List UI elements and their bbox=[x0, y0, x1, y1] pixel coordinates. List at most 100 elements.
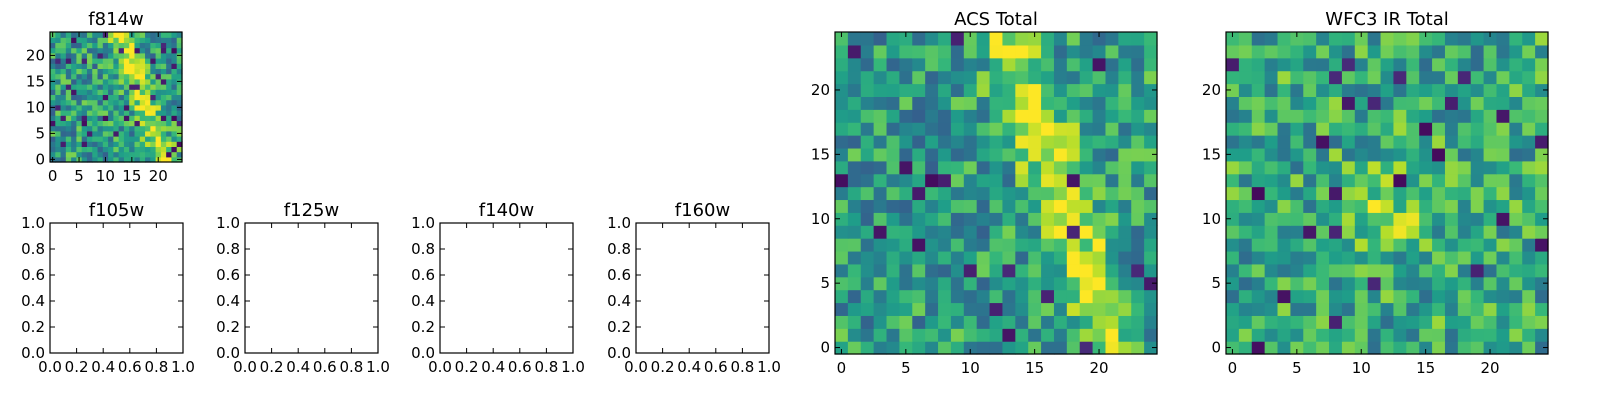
heatmap-cell bbox=[1483, 109, 1498, 123]
heatmap-cell bbox=[925, 122, 939, 136]
heatmap-cell bbox=[963, 109, 978, 123]
heatmap-cell bbox=[102, 73, 109, 80]
heatmap-cell bbox=[145, 89, 151, 95]
y-tick-label: 5 bbox=[35, 124, 45, 142]
heatmap-cell bbox=[1432, 70, 1446, 85]
heatmap-cell bbox=[134, 120, 141, 127]
heatmap-cell bbox=[1380, 341, 1395, 355]
heatmap-cell bbox=[76, 42, 83, 49]
heatmap-cell bbox=[1457, 173, 1472, 188]
heatmap-cell bbox=[1092, 225, 1107, 239]
heatmap-cell bbox=[1367, 109, 1382, 123]
heatmap-cell bbox=[1303, 70, 1317, 85]
heatmap-cell bbox=[899, 57, 913, 72]
heatmap-cell bbox=[171, 104, 178, 111]
heatmap-cell bbox=[899, 96, 913, 110]
heatmap-cell bbox=[1419, 135, 1433, 149]
heatmap-cell bbox=[97, 52, 104, 59]
x-tick-label: 0.0 bbox=[428, 358, 452, 376]
heatmap-cell bbox=[1316, 225, 1330, 239]
heatmap-cell bbox=[171, 151, 178, 158]
heatmap-cell bbox=[1105, 302, 1119, 316]
heatmap-cell bbox=[1028, 44, 1042, 59]
heatmap-cell bbox=[886, 302, 900, 316]
heatmap-cell bbox=[176, 141, 183, 147]
heatmap-cell bbox=[847, 173, 862, 188]
heatmap-cell bbox=[860, 122, 875, 136]
heatmap-cell bbox=[71, 120, 77, 127]
heatmap-cell bbox=[1341, 147, 1356, 162]
heatmap-cell bbox=[989, 289, 1004, 304]
heatmap-cell bbox=[1483, 147, 1498, 162]
heatmap-cell bbox=[950, 225, 965, 239]
heatmap-cell bbox=[1496, 289, 1510, 304]
heatmap-cell bbox=[1341, 302, 1356, 316]
heatmap-cell bbox=[1432, 32, 1446, 46]
heatmap-cell bbox=[166, 136, 173, 142]
heatmap-cell bbox=[989, 225, 1004, 239]
heatmap-cell bbox=[899, 341, 913, 355]
heatmap-cell bbox=[55, 58, 62, 64]
heatmap-cell bbox=[1393, 315, 1407, 329]
heatmap-cell bbox=[1226, 160, 1240, 175]
heatmap-cell bbox=[1341, 199, 1356, 213]
heatmap-cell bbox=[50, 37, 56, 43]
heatmap-cell bbox=[963, 32, 978, 46]
heatmap-cell bbox=[1354, 238, 1369, 252]
heatmap-cell bbox=[97, 130, 104, 137]
heatmap-cell bbox=[150, 42, 157, 49]
heatmap-cell bbox=[873, 32, 888, 46]
heatmap-cell bbox=[1277, 238, 1291, 252]
heatmap-cell bbox=[1509, 135, 1523, 149]
heatmap-cell bbox=[155, 120, 162, 127]
heatmap-cell bbox=[1015, 276, 1029, 291]
heatmap-cell bbox=[1496, 173, 1510, 188]
heatmap-cell bbox=[1444, 32, 1459, 46]
heatmap-cell bbox=[1419, 160, 1433, 175]
heatmap-cell bbox=[1303, 186, 1317, 201]
heatmap-cell bbox=[860, 186, 875, 201]
heatmap-cell bbox=[1457, 83, 1472, 97]
heatmap-cell bbox=[134, 89, 141, 95]
heatmap-cell bbox=[1066, 212, 1081, 226]
heatmap-cell bbox=[1041, 57, 1055, 72]
heatmap-cell bbox=[1509, 263, 1523, 278]
heatmap-cell bbox=[81, 42, 88, 49]
heatmap-cell bbox=[71, 32, 77, 38]
heatmap-cell bbox=[97, 68, 104, 75]
heatmap-cell bbox=[1509, 109, 1523, 123]
heatmap-cell bbox=[60, 73, 67, 80]
heatmap-cell bbox=[1002, 238, 1016, 252]
heatmap-cell bbox=[166, 47, 173, 54]
heatmap-cell bbox=[1470, 147, 1485, 162]
heatmap-cell bbox=[1535, 44, 1549, 59]
heatmap-cell bbox=[145, 47, 151, 54]
heatmap-cell bbox=[1015, 122, 1029, 136]
heatmap-cell bbox=[1393, 225, 1407, 239]
heatmap-cell bbox=[1522, 250, 1536, 265]
panel-title: ACS Total bbox=[954, 9, 1038, 30]
heatmap-cell bbox=[1535, 263, 1549, 278]
heatmap-cell bbox=[155, 130, 162, 137]
heatmap-cell bbox=[71, 151, 77, 158]
heatmap-cell bbox=[899, 199, 913, 213]
heatmap-cell bbox=[963, 263, 978, 278]
heatmap-cell bbox=[1380, 263, 1395, 278]
heatmap-cell bbox=[1316, 212, 1330, 226]
heatmap-cell bbox=[1522, 212, 1536, 226]
heatmap-cell bbox=[1509, 83, 1523, 97]
heatmap-cell bbox=[1535, 289, 1549, 304]
heatmap-cell bbox=[145, 141, 151, 147]
heatmap-cell bbox=[1251, 173, 1266, 188]
heatmap-cell bbox=[886, 160, 900, 175]
heatmap-cell bbox=[1522, 109, 1536, 123]
heatmap-cell bbox=[1316, 135, 1330, 149]
heatmap-cell bbox=[847, 199, 862, 213]
heatmap-cell bbox=[860, 173, 875, 188]
heatmap-cell bbox=[1015, 160, 1029, 175]
heatmap-cell bbox=[835, 122, 849, 136]
heatmap-cell bbox=[925, 44, 939, 59]
heatmap-cell bbox=[1354, 276, 1369, 291]
x-tick-label: 0.6 bbox=[508, 358, 532, 376]
heatmap-cell bbox=[1470, 212, 1485, 226]
